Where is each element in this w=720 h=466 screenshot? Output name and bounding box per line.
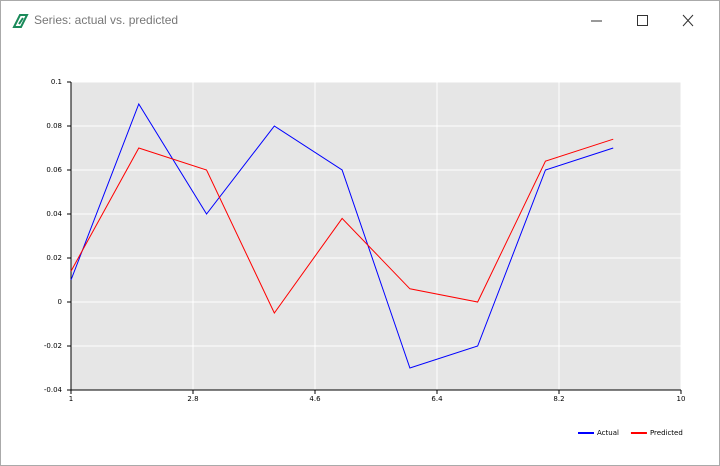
x-tick-label: 4.6 bbox=[309, 395, 321, 403]
y-tick-label: -0.04 bbox=[44, 386, 63, 394]
series-line bbox=[70, 138, 614, 314]
x-tick-label: 6.4 bbox=[431, 395, 443, 403]
plot-area bbox=[71, 82, 681, 390]
y-tick-label: 0.1 bbox=[51, 78, 62, 86]
x-tick-label: 2.8 bbox=[187, 395, 198, 403]
legend-label: Predicted bbox=[650, 429, 683, 437]
x-tick-label: 8.2 bbox=[553, 395, 564, 403]
legend-label: Actual bbox=[597, 429, 619, 437]
y-tick-label: 0.04 bbox=[46, 210, 62, 218]
series-line bbox=[70, 102, 614, 369]
x-tick-label: 1 bbox=[69, 395, 73, 403]
maximize-button[interactable] bbox=[637, 15, 648, 26]
x-tick-label: 10 bbox=[677, 395, 686, 403]
y-tick-label: 0.06 bbox=[46, 166, 62, 174]
app-icon bbox=[12, 14, 29, 28]
y-tick-label: 0 bbox=[58, 298, 62, 306]
close-button[interactable] bbox=[682, 14, 694, 27]
window-title: Series: actual vs. predicted bbox=[34, 13, 178, 27]
y-tick-label: 0.08 bbox=[46, 122, 62, 130]
y-tick-label: 0.02 bbox=[46, 254, 62, 262]
y-tick-label: -0.02 bbox=[44, 342, 62, 350]
